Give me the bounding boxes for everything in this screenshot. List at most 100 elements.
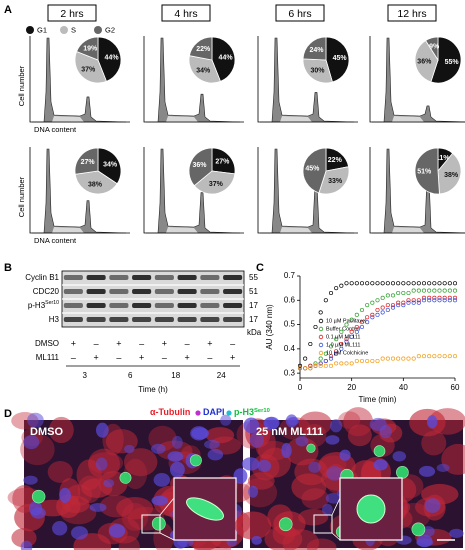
pie-slice (302, 58, 333, 84)
nucleus (369, 417, 387, 431)
data-point (442, 288, 447, 293)
cell (298, 411, 332, 436)
label: p-H3Ser10 (28, 301, 59, 311)
time-box (161, 4, 211, 22)
time-label: 24 (217, 371, 226, 380)
sign: – (230, 338, 235, 348)
treatment-label: DMSO (35, 339, 59, 348)
data-point (375, 358, 380, 364)
histogram (32, 37, 127, 123)
sign: – (185, 338, 190, 348)
data-point (396, 290, 401, 296)
plot-axis (143, 36, 244, 123)
data-point (359, 307, 365, 313)
data-point (411, 300, 416, 305)
nucleus (281, 442, 292, 459)
legend-marker (318, 318, 324, 324)
nucleus (416, 538, 434, 547)
data-point (452, 281, 458, 286)
nucleus (204, 439, 220, 449)
nucleus (23, 435, 40, 450)
data-point (370, 315, 375, 320)
panel-letter: A (4, 4, 12, 16)
pie-slice (211, 147, 236, 175)
size-label: 51 (249, 287, 258, 296)
data-point (297, 363, 303, 368)
data-point (421, 354, 427, 359)
histogram-s (280, 227, 312, 233)
sign: + (116, 338, 121, 348)
legend-marker (318, 326, 324, 332)
data-point (390, 303, 396, 308)
data-point (406, 300, 411, 305)
data-point (380, 310, 385, 315)
nucleus (108, 523, 126, 538)
pie-slice (188, 36, 213, 61)
sign: – (116, 352, 121, 362)
data-point (421, 295, 427, 300)
time-label: 2 hrs (60, 8, 83, 20)
data-point (421, 298, 427, 303)
nucleus (191, 427, 209, 440)
data-point (344, 339, 349, 344)
pie-slice (211, 36, 236, 82)
data-point (323, 298, 328, 303)
nucleus (207, 448, 224, 461)
data-point (313, 324, 318, 330)
mitotic-cell (278, 517, 293, 532)
data-point (401, 300, 406, 305)
data-point (442, 295, 447, 300)
data-point (370, 312, 375, 317)
mitotic-cell (373, 445, 386, 457)
pie-label: 44% (105, 54, 120, 61)
data-point (390, 305, 396, 310)
separator-dot (195, 410, 201, 416)
nucleus (243, 417, 260, 434)
mitotic-cell (189, 454, 202, 467)
plot-axis (143, 147, 244, 234)
inset-source (141, 514, 161, 534)
nucleus (124, 444, 135, 454)
time-title: Time (h) (138, 385, 168, 394)
nucleus (418, 465, 436, 477)
data-point (365, 320, 370, 325)
data-point (334, 286, 339, 291)
data-point (349, 281, 354, 286)
cell (77, 475, 102, 504)
data-point (354, 329, 359, 334)
data-point (396, 281, 401, 286)
data-point (359, 324, 365, 330)
pie-label: 37% (209, 181, 224, 188)
cell (298, 509, 329, 526)
nucleus (30, 507, 46, 519)
blot-band (86, 317, 106, 322)
blot-band (200, 317, 220, 322)
label: H3 (49, 315, 60, 324)
blot-band (154, 275, 174, 280)
pie-label: 45% (333, 55, 348, 62)
pie-slice (76, 36, 99, 61)
data-point (442, 281, 447, 286)
nucleus (150, 443, 166, 454)
label: p-H3Ser10 (234, 407, 271, 417)
separator-dot (226, 410, 232, 416)
blot-band (132, 275, 152, 280)
nucleus (167, 451, 184, 462)
histogram (32, 148, 127, 234)
data-point (365, 315, 370, 320)
pie-slice (74, 51, 107, 84)
data-point (416, 300, 421, 305)
nucleus (424, 498, 441, 513)
data-point (452, 298, 458, 303)
data-point (390, 356, 396, 361)
histogram (372, 148, 465, 234)
time-box (47, 4, 97, 22)
data-point (308, 363, 313, 368)
time-label: 6 (128, 371, 133, 380)
pie-label: 55% (445, 59, 460, 66)
data-point (323, 351, 328, 356)
data-point (385, 281, 390, 286)
legend-swatch (60, 26, 68, 34)
nucleus (373, 459, 388, 471)
